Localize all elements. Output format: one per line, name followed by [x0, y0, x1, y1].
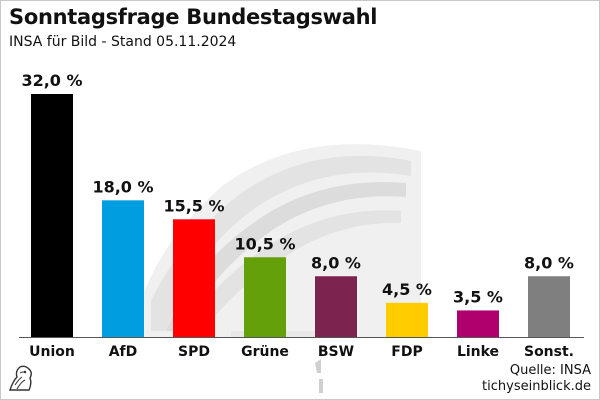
value-label-3: 10,5 % [234, 234, 295, 253]
category-label-3: Grüne [241, 344, 289, 360]
bar-4 [315, 276, 357, 337]
bar-1 [102, 200, 144, 337]
value-label-2: 15,5 % [163, 196, 224, 215]
category-label-2: SPD [178, 344, 210, 360]
value-label-5: 4,5 % [382, 280, 432, 299]
category-label-4: BSW [318, 344, 354, 360]
bar-5 [386, 302, 428, 337]
category-label-6: Linke [457, 344, 499, 360]
category-label-1: AfD [109, 344, 138, 360]
bar-2 [173, 219, 215, 337]
value-label-7: 8,0 % [524, 253, 574, 272]
category-label-5: FDP [391, 344, 422, 360]
category-labels-group: Union AfD SPD Grüne BSW FDP Linke Sonst. [29, 344, 574, 360]
tichys-einblick-logo [7, 363, 35, 393]
value-label-1: 18,0 % [92, 177, 153, 196]
source-note: Quelle: INSA tichyseinblick.de [482, 363, 591, 395]
category-label-7: Sonst. [524, 344, 574, 360]
value-label-0: 32,0 % [21, 71, 82, 90]
value-label-6: 3,5 % [453, 287, 503, 306]
category-label-0: Union [29, 344, 75, 360]
chart-subtitle: INSA für Bild - Stand 05.11.2024 [9, 34, 237, 50]
value-labels-group: 32,0 % 18,0 % 15,5 % 10,5 % 8,0 % 4,5 % 3,5 % 8… [21, 71, 574, 306]
source-label: Quelle: INSA [509, 363, 591, 378]
value-label-4: 8,0 % [311, 253, 361, 272]
bar-0 [31, 94, 73, 337]
chart-title: Sonntagsfrage Bundestagswahl [9, 5, 378, 29]
bar-6 [457, 310, 499, 337]
eagle-logo-icon [9, 365, 32, 391]
bar-3 [244, 257, 286, 337]
bar-7 [528, 276, 570, 337]
site-label: tichyseinblick.de [482, 379, 591, 394]
bars-group [31, 94, 570, 337]
